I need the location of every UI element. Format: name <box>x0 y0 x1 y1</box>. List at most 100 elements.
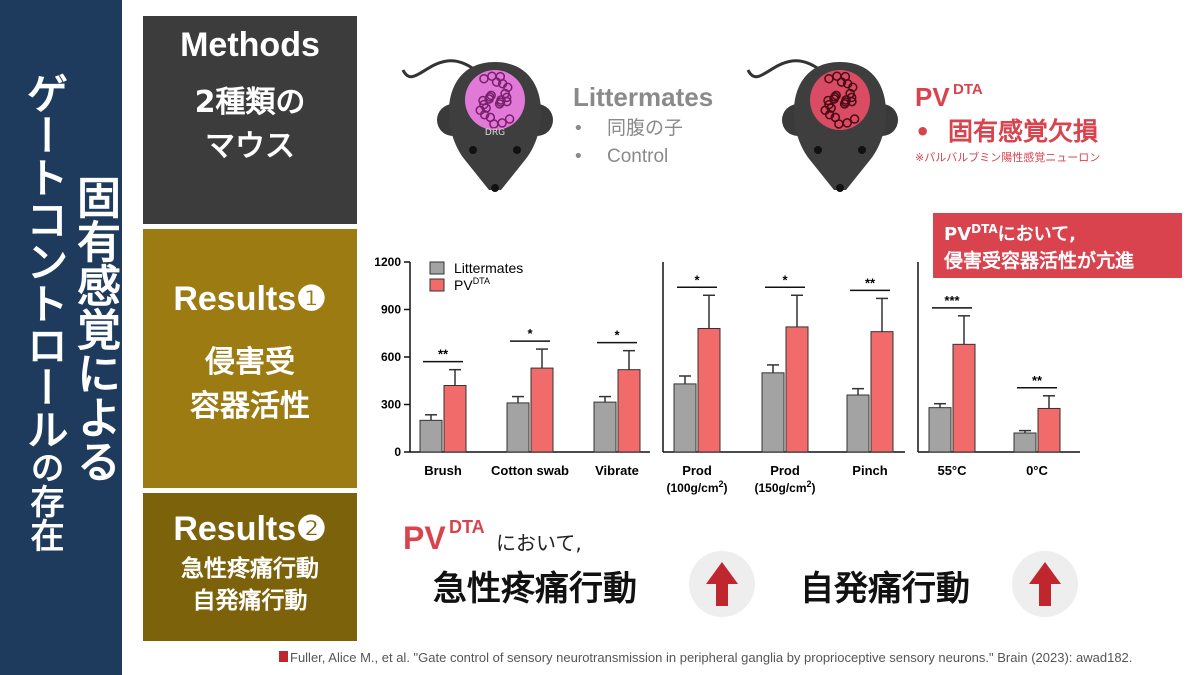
panel-title: Results❷ <box>143 509 357 549</box>
panel-line: 侵害受 <box>205 345 295 380</box>
bar <box>530 367 554 453</box>
significance-label: *** <box>944 293 960 308</box>
pv-name: PV <box>915 82 950 112</box>
control-name: Littermates <box>573 82 713 112</box>
panel-number: ❷ <box>296 510 327 548</box>
drg-label: DRG <box>485 128 505 138</box>
y-tick-label: 1200 <box>374 255 401 269</box>
bar <box>846 394 870 453</box>
legend-name: Littermates <box>454 260 523 276</box>
x-tick-label: Vibrate <box>595 463 639 478</box>
drg-cell <box>503 82 513 93</box>
control-item: 同腹の子 <box>607 117 683 139</box>
panel-line: 容器活性 <box>190 389 310 424</box>
x-tick-label: Prod <box>770 463 800 478</box>
drg-cell <box>489 119 499 129</box>
sidebar-title: 固有感覚による <box>69 175 120 483</box>
mouse-eye <box>858 146 866 154</box>
legend-label: Littermates <box>454 260 523 276</box>
mouse <box>746 59 898 192</box>
bar <box>1013 432 1037 453</box>
panel-body: 2種類のマウス <box>143 81 357 169</box>
panel-line: 2種類の <box>194 85 306 120</box>
drg-cell <box>847 96 857 107</box>
y-tick-label: 900 <box>381 303 401 317</box>
legend-swatch <box>429 278 445 292</box>
citation: Fuller, Alice M., et al. "Gate control o… <box>290 650 1132 665</box>
x-tick-label: Prod <box>682 463 712 478</box>
drg-cell <box>846 92 857 103</box>
callout-line: 侵害受容器活性が亢進 <box>943 249 1134 272</box>
panel-line: マウス <box>205 129 295 164</box>
pv-name-sup: DTA <box>953 81 983 98</box>
drg-cell <box>504 114 515 124</box>
callout-line: PVDTAにおいて, <box>944 222 1076 245</box>
summary-name-sup: DTA <box>449 517 485 537</box>
significance-label: ** <box>438 347 449 362</box>
bar <box>506 402 530 453</box>
drg-cell <box>848 82 858 93</box>
legend-name-sup: DTA <box>473 276 490 286</box>
bar <box>443 385 467 453</box>
bar <box>785 326 809 453</box>
x-tick-label-part: (100g/cm <box>666 481 718 495</box>
control-item: Control <box>607 146 668 167</box>
panel-line: 自発痛行動 <box>192 588 308 614</box>
y-tick-label: 300 <box>381 398 401 412</box>
panel-body: 急性疼痛行動 自発痛行動 <box>143 553 357 617</box>
x-tick-label: Brush <box>424 463 462 478</box>
x-tick-label: (100g/cm2) <box>666 479 727 495</box>
pv-item: 固有感覚欠損 <box>948 117 1098 146</box>
citation-icon <box>279 651 288 662</box>
pv-note: ※パルバルブミン陽性感覚ニューロン <box>915 150 1100 164</box>
summary-item: 急性疼痛行動 <box>433 569 637 609</box>
results2-panel: Results❷ 急性疼痛行動 自発痛行動 <box>143 493 357 641</box>
callout-tail: において, <box>998 224 1076 245</box>
bar <box>673 383 697 453</box>
drg-cell <box>831 90 841 101</box>
mouse-nose <box>491 184 499 192</box>
drg-cell <box>834 119 844 129</box>
bar <box>928 407 952 453</box>
sidebar-title: ゲートコントロールの存在 <box>14 72 75 552</box>
sidebar-title-tail: の存在 <box>24 450 64 552</box>
x-tick-label-sup: 2 <box>807 479 812 489</box>
callout-box <box>933 213 1182 278</box>
significance-label: ** <box>865 275 876 290</box>
panel-title-text: Results <box>173 510 297 548</box>
x-tick-label: (150g/cm2) <box>754 479 815 495</box>
mouse-eye <box>469 146 477 154</box>
legend-name: PV <box>454 277 473 293</box>
bar <box>1037 407 1061 453</box>
significance-label: * <box>614 328 620 343</box>
panel-body: 侵害受 容器活性 <box>143 341 357 429</box>
bullet: • <box>573 118 584 139</box>
significance-label: ** <box>1032 373 1043 388</box>
bar <box>761 372 785 453</box>
x-tick-label: 55°C <box>937 463 967 478</box>
x-tick-label: Pinch <box>852 463 887 478</box>
drg-cell <box>849 114 860 124</box>
y-tick-label: 600 <box>381 350 401 364</box>
mouse-eye <box>814 146 822 154</box>
mouse-tail <box>401 59 476 79</box>
mouse: DRG <box>401 59 553 192</box>
callout-name: PV <box>944 224 971 245</box>
x-tick-label: 0°C <box>1026 463 1048 478</box>
y-tick-label: 0 <box>394 445 401 459</box>
up-arrow <box>706 562 738 606</box>
drg-cell <box>501 92 512 103</box>
drg-cell <box>486 90 496 101</box>
bar <box>697 328 721 453</box>
legend-swatch <box>429 261 445 275</box>
summary-tail: において, <box>496 531 582 555</box>
mouse-tail <box>746 59 821 79</box>
drg-cell <box>820 105 830 116</box>
mouse-nose <box>836 184 844 192</box>
methods-panel: Methods 2種類のマウス <box>143 16 357 224</box>
panel-title: Methods <box>180 26 320 64</box>
legend-label: PVDTA <box>454 276 490 293</box>
